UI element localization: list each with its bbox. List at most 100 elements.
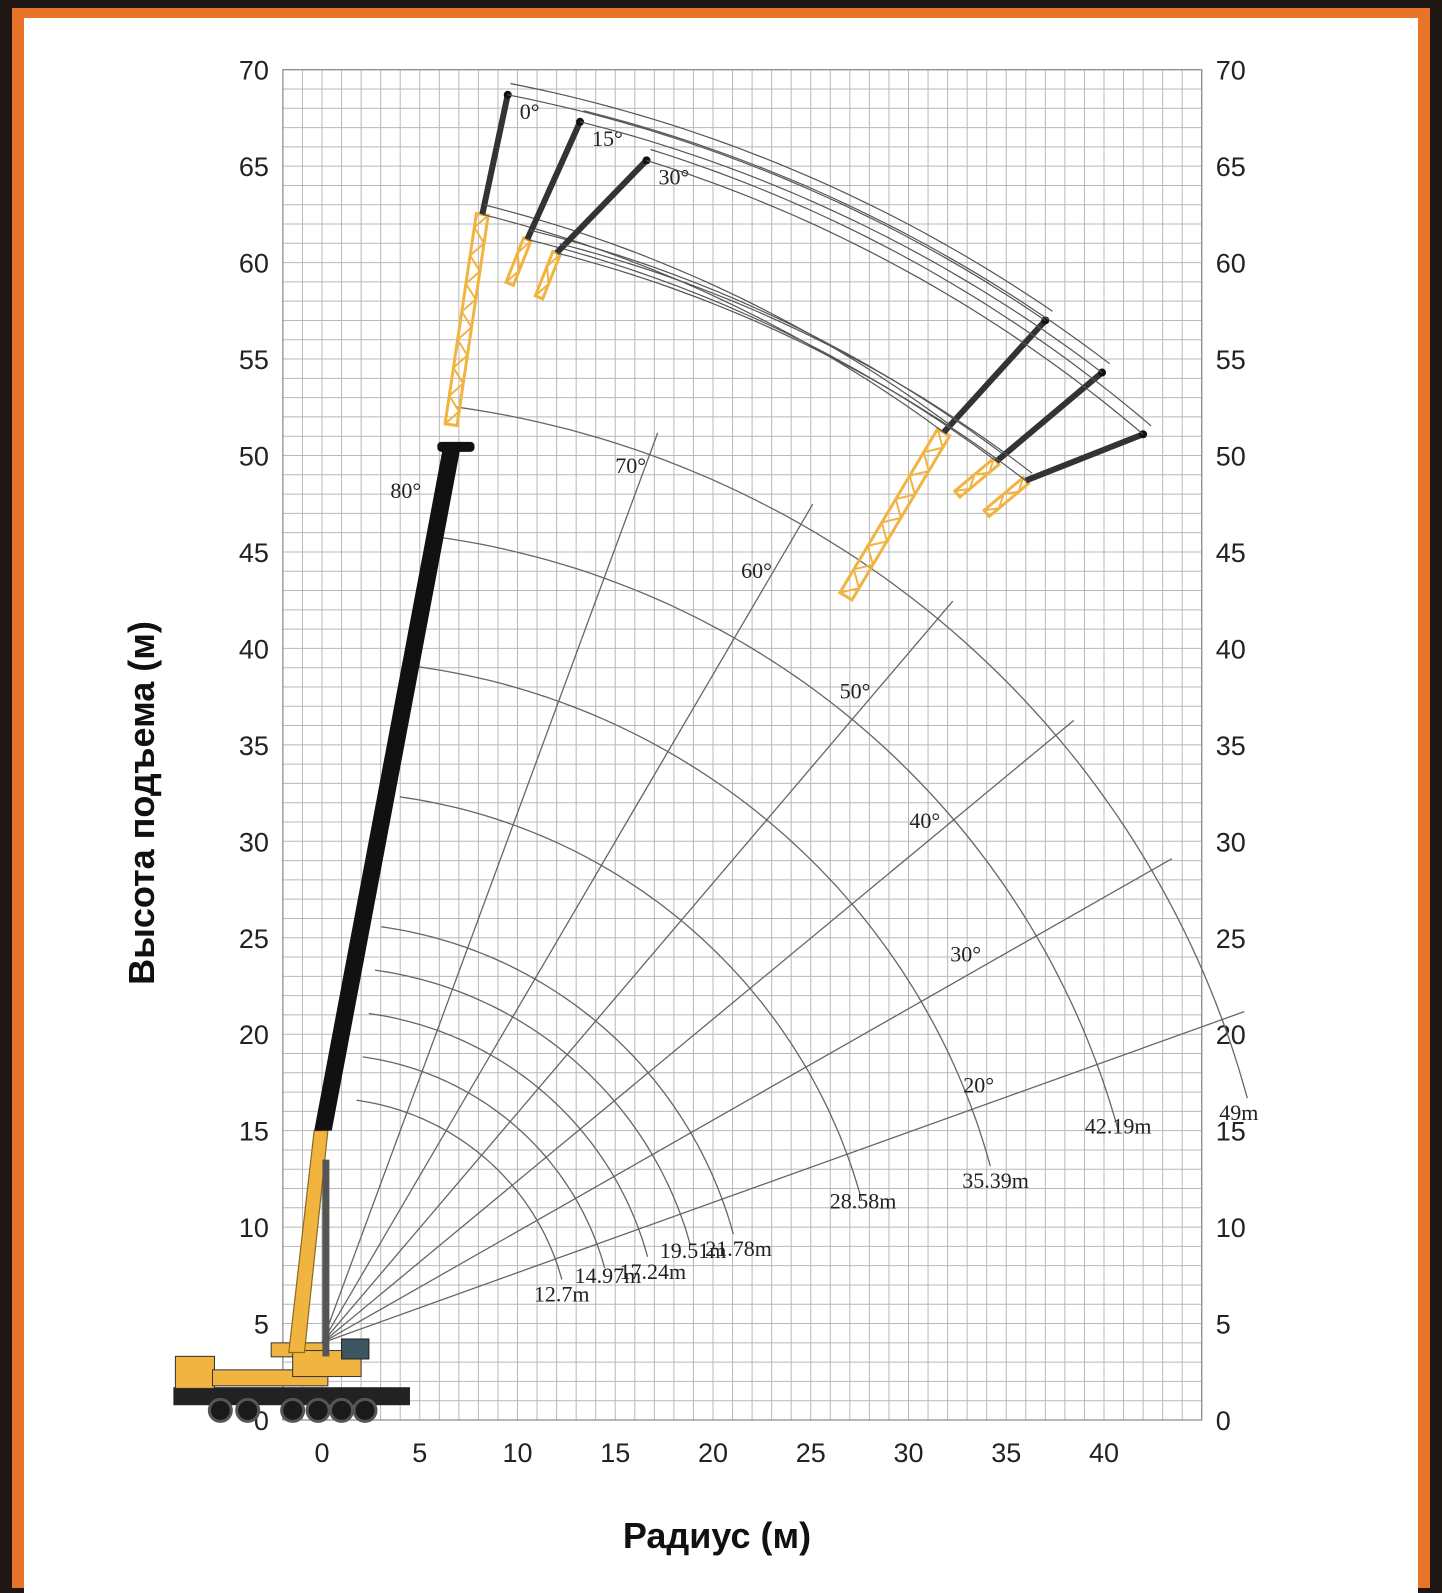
y-tick-label-right: 65 — [1216, 152, 1246, 182]
lattice-jib-high-bracing — [444, 214, 489, 425]
chart-panel: 0 5 10 15 20 25 30 35 40 0 0 5 5 10 10 15 15 20 20 25 25 30 30… — [24, 18, 1418, 1593]
y-tick-label-right: 45 — [1216, 538, 1246, 568]
boom-head — [437, 441, 475, 452]
jib-offset-section-low — [981, 475, 1031, 519]
lattice-jib-low-bracing — [839, 428, 944, 594]
y-tick-label-left: 25 — [239, 924, 269, 954]
boom-length-label: 28.58m — [830, 1188, 897, 1213]
boom-length-label: 12.7m — [534, 1281, 590, 1306]
jib-offset-section-low-bracing — [983, 477, 1025, 512]
boom-length-label: 42.19m — [1085, 1114, 1152, 1139]
jib-swing-arc — [507, 94, 1046, 321]
jib-tip-sheave — [576, 117, 585, 126]
boom-angle-label: 60° — [741, 558, 772, 583]
boom-length-arc — [362, 1056, 606, 1269]
boom-angle-label: 70° — [615, 453, 646, 478]
operator-cab — [341, 1338, 370, 1360]
chassis — [173, 1387, 410, 1406]
jib-tip-high — [479, 94, 511, 215]
x-tick-label: 0 — [314, 1438, 329, 1468]
wheel — [305, 1397, 331, 1423]
boom-length-label: 35.39m — [962, 1168, 1029, 1193]
y-tick-label-right: 70 — [1216, 56, 1246, 86]
x-tick-label: 30 — [893, 1438, 923, 1468]
y-tick-label-left: 65 — [239, 152, 269, 182]
jib-swing-arc — [529, 229, 1004, 455]
y-tick-label-right: 15 — [1216, 1117, 1246, 1147]
boom-length-arc — [399, 796, 863, 1201]
boom-length-label: 14.97m — [575, 1263, 642, 1288]
jib-swing-arc — [579, 121, 1103, 374]
x-tick-label: 35 — [991, 1438, 1021, 1468]
plot-border — [282, 69, 1203, 1421]
wheel — [207, 1397, 233, 1423]
boom-length-arc — [356, 1099, 563, 1280]
y-tick-label-right: 5 — [1216, 1310, 1231, 1340]
boom-angle-ray — [321, 432, 659, 1344]
jib-tip-low — [941, 318, 1048, 435]
boom-length-arc — [368, 1012, 649, 1257]
jib-offset-section-low-bracing — [954, 457, 995, 492]
jib-swing-arc — [482, 213, 945, 433]
jib-swing-arc — [510, 82, 1053, 312]
jib-swing-arc — [559, 243, 1033, 474]
boom-length-arc — [436, 536, 1120, 1133]
boom-length-label: 49m — [1219, 1100, 1258, 1125]
jib-offset-angle-label: 30° — [659, 164, 690, 189]
y-tick-label-right: 10 — [1216, 1213, 1246, 1243]
y-tick-label-right: 35 — [1216, 731, 1246, 761]
boom-angle-ray — [321, 858, 1173, 1344]
cab — [174, 1355, 215, 1389]
x-tick-label: 10 — [502, 1438, 532, 1468]
y-tick-label-left: 50 — [239, 442, 269, 472]
boom-length-arc — [375, 969, 692, 1246]
boom-length-label: 19.51m — [660, 1238, 727, 1263]
y-tick-label-right: 40 — [1216, 634, 1246, 664]
x-tick-label: 15 — [600, 1438, 630, 1468]
jib-offset-section-high-bracing — [505, 240, 532, 284]
boom-angle-ray — [321, 719, 1075, 1344]
y-tick-label-right: 50 — [1216, 442, 1246, 472]
y-tick-label-left: 60 — [239, 249, 269, 279]
jib-offset-angle-label: 15° — [592, 126, 623, 151]
lattice-jib-low — [837, 426, 952, 602]
boom-angle-label: 80° — [390, 478, 421, 503]
wheel — [280, 1397, 306, 1423]
y-tick-label-left: 35 — [239, 731, 269, 761]
y-tick-label-right: 25 — [1216, 924, 1246, 954]
x-axis-title: Радиус (м) — [623, 1515, 811, 1556]
y-tick-label-left: 15 — [239, 1117, 269, 1147]
boom-length-arc — [381, 926, 734, 1235]
x-tick-label: 40 — [1089, 1438, 1119, 1468]
jib-tip-low — [1024, 431, 1145, 484]
wheel — [235, 1397, 261, 1423]
boom-length-arc — [455, 406, 1248, 1099]
jib-swing-arc — [556, 252, 1027, 482]
y-axis-title: Высота подъема (м) — [121, 621, 162, 985]
jib-offset-angle-label: 0° — [520, 99, 540, 124]
boom-angle-ray — [321, 503, 814, 1344]
jib-swing-arc — [484, 204, 950, 426]
jib-swing-arc — [646, 159, 1144, 435]
jib-swing-arc — [650, 148, 1152, 427]
boom-angle-label: 30° — [950, 941, 981, 966]
y-tick-label-left: 70 — [239, 56, 269, 86]
jib-offset-section-high-bracing — [534, 253, 561, 297]
jib-tip-high — [524, 120, 583, 241]
x-tick-label: 25 — [796, 1438, 826, 1468]
x-tick-label: 5 — [412, 1438, 427, 1468]
boom-length-label: 17.24m — [620, 1259, 687, 1284]
boom-angle-label: 20° — [963, 1072, 994, 1097]
y-tick-label-right: 60 — [1216, 249, 1246, 279]
y-tick-label-left: 55 — [239, 345, 269, 375]
jib-swing-arc — [583, 110, 1110, 365]
y-tick-label-left: 10 — [239, 1213, 269, 1243]
jib-offset-section-low — [952, 456, 1002, 500]
y-tick-label-left: 20 — [239, 1020, 269, 1050]
boom-angle-ray — [321, 1011, 1245, 1344]
y-tick-label-right: 55 — [1216, 345, 1246, 375]
boom-angle-label: 50° — [840, 678, 871, 703]
